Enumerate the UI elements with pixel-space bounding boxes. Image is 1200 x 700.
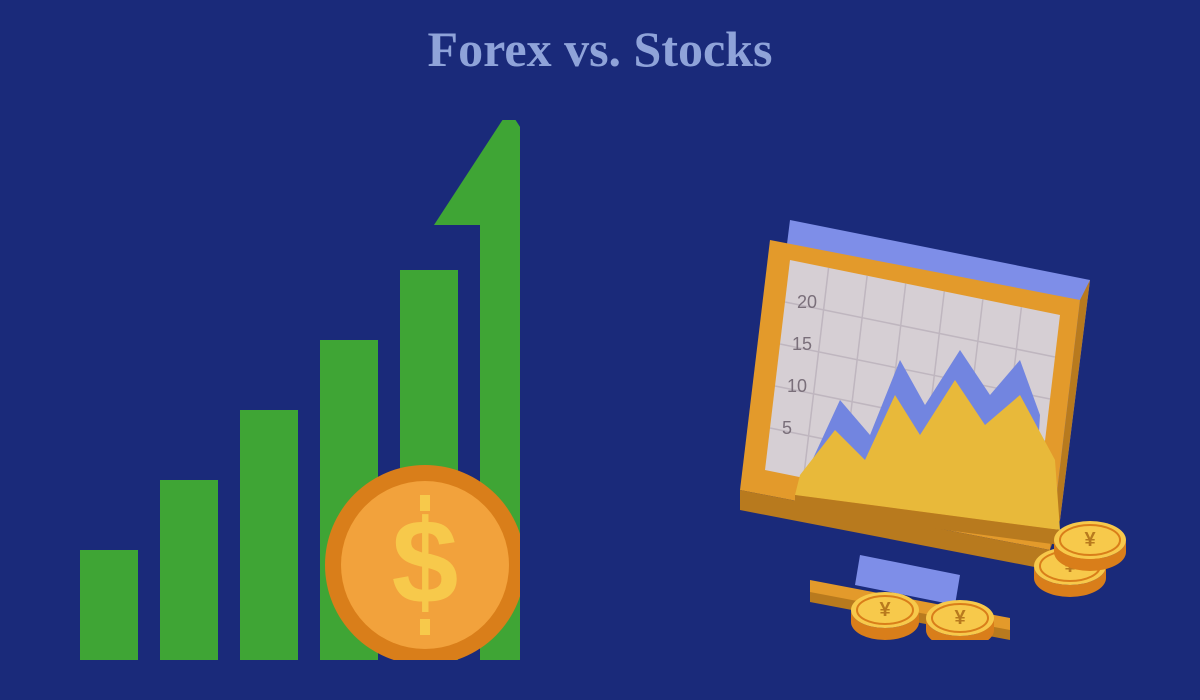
y-axis-label: 20 (797, 292, 817, 312)
svg-text:¥: ¥ (1084, 529, 1096, 551)
infographic-canvas: Forex vs. Stocks $ 5101520¥¥¥¥ (0, 0, 1200, 700)
y-axis-label: 10 (787, 376, 807, 396)
stocks-monitor-graphic: 5101520¥¥¥¥ (660, 200, 1140, 640)
forex-bar-chart-graphic: $ (80, 120, 520, 660)
bar-1 (80, 550, 138, 660)
coin-icon: ¥ (1054, 521, 1126, 571)
dollar-sign-icon: $ (392, 495, 459, 629)
page-title: Forex vs. Stocks (0, 20, 1200, 78)
coin-icon: ¥ (926, 600, 994, 640)
arrow-head-icon (434, 120, 520, 225)
bar-3 (240, 410, 298, 660)
svg-text:¥: ¥ (954, 607, 966, 629)
bar-2 (160, 480, 218, 660)
svg-text:¥: ¥ (879, 599, 891, 621)
y-axis-label: 15 (792, 334, 812, 354)
coin-icon: ¥ (851, 592, 919, 640)
y-axis-label: 5 (782, 418, 792, 438)
